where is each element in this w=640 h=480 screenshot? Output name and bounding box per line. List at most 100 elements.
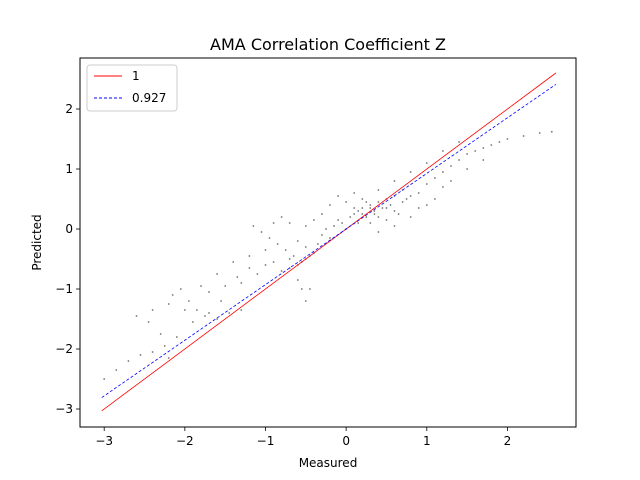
scatter-point xyxy=(220,300,223,302)
y-tick-label: 1 xyxy=(65,162,73,176)
scatter-point xyxy=(268,237,271,239)
scatter-point xyxy=(200,285,202,287)
scatter-point xyxy=(329,237,331,239)
y-tick-label: −3 xyxy=(55,402,73,416)
identity-line xyxy=(101,72,557,412)
scatter-point xyxy=(466,168,468,170)
y-tick-label: −1 xyxy=(55,282,73,296)
scatter-point xyxy=(361,198,364,200)
scatter-point xyxy=(345,201,347,203)
scatter-point xyxy=(167,303,170,305)
scatter-point xyxy=(167,357,170,359)
scatter-point xyxy=(538,132,541,134)
scatter-point xyxy=(288,222,291,224)
scatter-point xyxy=(377,189,380,191)
scatter-point xyxy=(163,345,166,347)
y-tick-label: 0 xyxy=(65,222,73,236)
scatter-point xyxy=(232,261,235,263)
x-tick-label: −3 xyxy=(95,434,113,448)
scatter-point xyxy=(385,219,388,221)
scatter-point xyxy=(280,216,283,218)
fit-line xyxy=(101,84,557,398)
scatter-point xyxy=(216,318,219,320)
scatter-point xyxy=(377,231,380,233)
scatter-point xyxy=(442,150,444,152)
scatter-point xyxy=(353,207,356,209)
scatter-point xyxy=(442,186,444,188)
scatter-point xyxy=(377,201,380,203)
scatter-point xyxy=(373,210,376,212)
y-tick-label: 2 xyxy=(65,102,73,116)
scatter-point xyxy=(389,204,392,206)
scatter-point xyxy=(409,195,412,197)
reference-lines xyxy=(101,72,557,412)
scatter-point xyxy=(288,258,291,260)
scatter-point xyxy=(260,231,263,233)
x-tick-label: −2 xyxy=(176,434,194,448)
scatter-point xyxy=(304,300,307,302)
scatter-point xyxy=(309,288,311,290)
scatter-point xyxy=(349,216,352,218)
scatter-point xyxy=(240,282,243,284)
scatter-point xyxy=(280,270,283,272)
scatter-point xyxy=(228,312,231,314)
scatter-point xyxy=(276,243,279,245)
x-tick-label: 1 xyxy=(423,434,431,448)
scatter-point xyxy=(252,225,255,227)
scatter-point xyxy=(151,351,154,353)
scatter-point xyxy=(284,249,287,251)
scatter-point xyxy=(434,198,436,200)
chart-title: AMA Correlation Coefficient Z xyxy=(210,35,446,54)
scatter-point xyxy=(240,309,243,311)
scatter-point xyxy=(196,309,198,311)
scatter-point xyxy=(236,276,239,278)
scatter-point xyxy=(135,315,138,317)
scatter-point xyxy=(353,213,356,215)
scatter-point xyxy=(175,336,178,338)
scatter-point xyxy=(377,216,380,218)
scatter-point xyxy=(127,360,130,362)
scatter-point xyxy=(393,225,396,227)
scatter-point xyxy=(381,207,384,209)
scatter-point xyxy=(458,141,460,143)
scatter-point xyxy=(171,294,174,296)
scatter-point xyxy=(337,219,339,221)
scatter-point xyxy=(317,243,319,245)
scatter-point xyxy=(272,261,275,263)
scatter-point xyxy=(357,210,360,212)
scatter-point xyxy=(385,207,388,209)
scatter-point xyxy=(417,207,420,209)
scatter-point xyxy=(369,207,372,209)
legend-label-1: 1 xyxy=(132,69,140,83)
scatter-point xyxy=(179,288,182,290)
scatter-point xyxy=(341,222,343,224)
scatter-point xyxy=(300,288,303,290)
scatter-point xyxy=(417,192,420,194)
x-axis-ticks: −3 −2 −1 0 1 2 xyxy=(95,427,511,448)
scatter-point xyxy=(204,315,206,317)
scatter-point xyxy=(304,225,307,227)
scatter-point xyxy=(506,138,509,140)
scatter-point xyxy=(159,333,162,335)
scatter-point xyxy=(425,183,428,185)
scatter-point xyxy=(296,240,299,242)
scatter-point xyxy=(248,267,251,269)
scatter-point xyxy=(466,153,468,155)
scatter-point xyxy=(216,273,219,275)
scatter-point xyxy=(192,321,194,323)
legend-label-2: 0.927 xyxy=(132,91,166,105)
scatter-point xyxy=(296,279,299,281)
scatter-point xyxy=(264,249,267,251)
scatter-point xyxy=(482,159,485,161)
scatter-point xyxy=(498,141,501,143)
legend: 1 0.927 xyxy=(86,64,178,112)
scatter-point xyxy=(313,219,315,221)
scatter-point xyxy=(393,210,396,212)
scatter-point xyxy=(329,204,331,206)
scatter-point xyxy=(353,192,356,194)
plot-frame xyxy=(79,57,577,428)
scatter-point xyxy=(321,234,323,236)
scatter-point xyxy=(256,273,259,275)
scatter-point xyxy=(361,213,364,215)
